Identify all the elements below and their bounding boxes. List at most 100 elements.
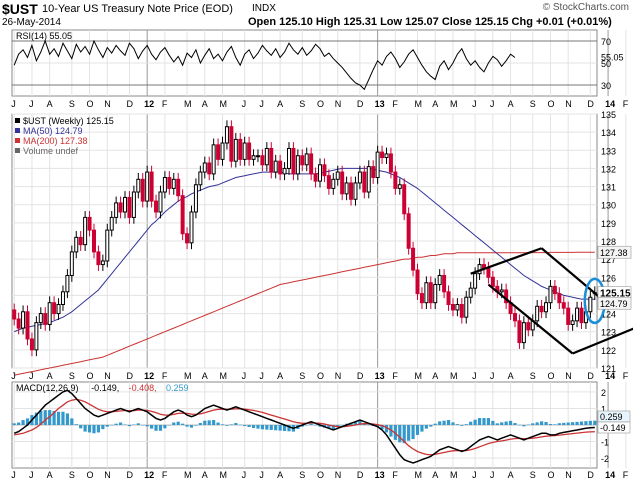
x-tick-label: 12 [144,371,154,381]
x-tick-label: S [530,371,536,381]
candle-body [331,178,336,189]
candle-body [459,304,464,318]
price-tick-label: 126 [601,273,616,283]
candle-body [380,151,385,159]
candle-body [335,171,340,180]
x-tick-label: D [126,470,133,480]
macd-histogram-bar [265,425,269,430]
x-tick-label: M [220,371,228,381]
x-tick-label: S [69,99,75,109]
macd-tick-label: -1 [601,438,609,448]
candle-body [300,155,305,166]
price-tick-label: 132 [601,164,616,174]
macd-histogram-bar [167,425,171,426]
macd-histogram-bar [256,425,260,429]
candle-body [570,320,575,325]
macd-histogram-bar [575,421,579,425]
x-tick-label: M [415,371,423,381]
trendline [470,247,542,275]
candle-body [304,153,309,166]
price-legend-item: MA(50) 124.79 [23,126,83,136]
x-tick-label: S [299,99,305,109]
macd-histogram-bar [203,420,207,425]
candle-body [211,144,216,175]
macd-histogram-bar [588,420,592,425]
macd-histogram-bar [424,425,428,429]
chart-title: 10-Year US Treasury Note Price (EOD) [42,3,233,15]
macd-histogram-bar [402,425,406,444]
rsi-line [13,39,516,91]
x-tick-label: S [530,99,536,109]
candle-body [25,311,30,340]
candle-body [326,175,331,189]
candle-body [189,211,194,244]
candle-body [229,126,234,162]
x-tick-label: O [317,99,324,109]
candle-body [291,147,296,175]
macd-histogram-bar [336,425,340,427]
candle-body [561,302,566,309]
macd-histogram-bar [110,425,114,426]
macd-histogram-bar [83,425,87,432]
x-tick-label: O [547,470,554,480]
macd-histogram-bar [562,422,566,425]
candle-body [145,171,150,202]
candle-body [535,305,540,322]
macd-histogram-bar [212,420,216,425]
x-tick-label: 13 [375,371,385,381]
price-tick-label: 121 [601,364,616,374]
candle-body [224,126,229,144]
macd-histogram-bar [353,421,358,425]
price-tick-label: 129 [601,219,616,229]
candle-body [424,282,429,304]
watermark: © StockCharts.com [542,2,629,13]
candle-body [162,177,167,193]
macd-value-box [597,421,631,434]
x-tick-label: D [587,470,594,480]
macd-histogram-bar [473,419,477,425]
macd-histogram-bar [132,424,136,426]
candle-body [415,269,420,295]
candle-body [38,313,43,324]
x-tick-label: J [490,99,495,109]
candle-body [473,273,478,289]
x-tick-label: O [547,99,554,109]
macd-histogram-bar [225,425,229,426]
candle-body [167,177,172,189]
macd-histogram-bar [92,425,96,434]
macd-histogram-bar [43,410,47,425]
macd-histogram-bar [415,425,420,435]
x-tick-label: M [415,470,423,480]
x-tick-label: M [220,470,228,480]
candle-body [198,171,203,186]
macd-histogram-bar [526,424,530,426]
x-tick-label: A [47,371,53,381]
candle-body [202,162,207,173]
candle-body [388,153,393,173]
x-tick-label: J [29,470,34,480]
candle-body [566,307,571,325]
x-tick-label: S [530,470,536,480]
macd-tick-label: 1 [601,404,606,414]
x-tick-label: J [259,470,264,480]
macd-histogram-bar [540,421,544,425]
candle-body [419,293,424,304]
x-tick-label: N [565,99,572,109]
rsi-panel: 30 50 70 RSI(14) 55.05 55.05 [12,31,624,91]
macd-histogram-bar [442,420,446,425]
macd-histogram-bar [513,423,517,425]
macd-panel: -2-1012MACD(12,26,9)-0.149,-0.408,0.2590… [12,383,631,464]
candle-body [384,153,389,159]
x-tick-label: O [87,470,94,480]
candle-body [123,196,128,213]
x-tick-label: 14 [605,371,615,381]
legend-swatch [15,138,20,143]
macd-histogram-bar [145,425,149,427]
x-tick-label: O [87,371,94,381]
ma50-line [14,167,595,333]
x-tick-label: M [184,99,192,109]
candle-body [455,304,460,311]
macd-histogram-bar [305,425,309,426]
price-tick-label: 122 [601,346,616,356]
candle-body [548,285,553,304]
